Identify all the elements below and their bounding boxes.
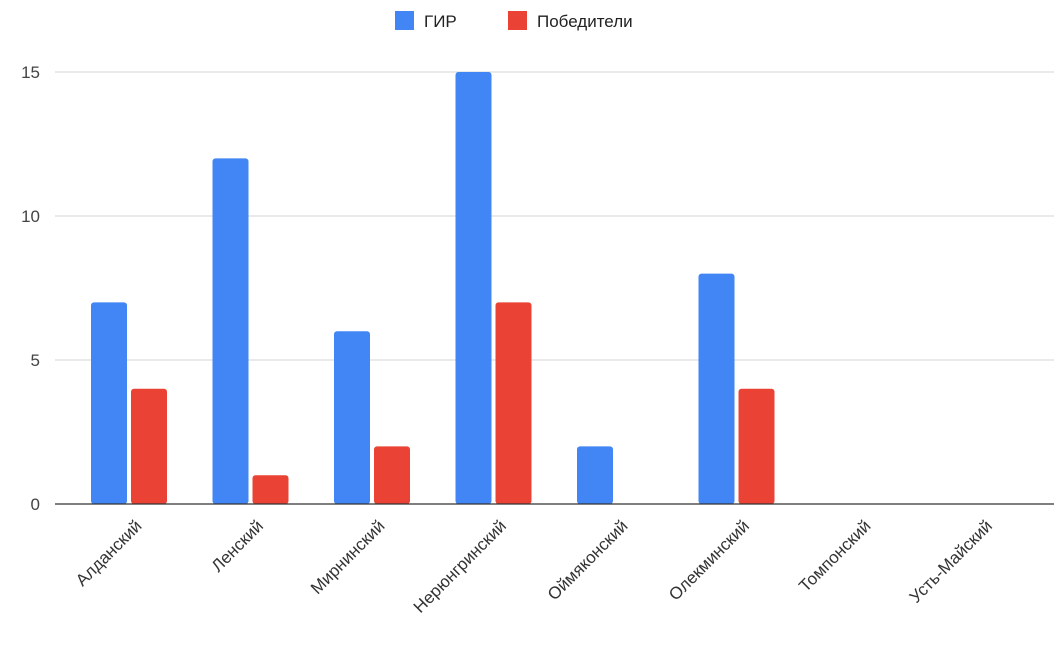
x-category-label: Оймяконский	[544, 516, 632, 604]
x-axis-labels: Алданский Ленский Мирнинский Нерюнгринский О…	[72, 516, 996, 616]
y-tick-label: 15	[21, 63, 40, 82]
x-category-label: Нерюнгринский	[410, 516, 510, 616]
bar-pobediteli[interactable]	[252, 475, 289, 504]
x-category-label: Томпонский	[795, 516, 874, 595]
x-category-label: Алданский	[72, 516, 146, 590]
bar-series	[91, 72, 775, 504]
legend-label-gir: ГИР	[424, 12, 457, 31]
legend-label-pobediteli: Победители	[537, 12, 633, 31]
bar-pobediteli[interactable]	[131, 388, 167, 504]
y-tick-label: 0	[31, 495, 40, 514]
bar-gir[interactable]	[91, 302, 127, 504]
bar-pobediteli[interactable]	[374, 446, 410, 504]
bar-gir[interactable]	[334, 331, 370, 504]
y-tick-label: 10	[21, 207, 40, 226]
bar-pobediteli[interactable]	[495, 302, 532, 504]
legend-swatch-pobediteli	[508, 11, 527, 30]
bar-pobediteli[interactable]	[738, 388, 775, 504]
y-axis-ticks: 0 5 10 15	[21, 63, 40, 514]
x-category-label: Ленский	[208, 516, 267, 575]
x-category-label: Мирнинский	[307, 516, 389, 598]
x-category-label: Олекминский	[665, 516, 753, 604]
bar-gir[interactable]	[698, 273, 735, 504]
y-tick-label: 5	[31, 351, 40, 370]
chart-legend: ГИР Победители	[395, 11, 633, 31]
gridlines	[55, 71, 1054, 361]
bar-gir[interactable]	[455, 72, 492, 504]
bar-gir[interactable]	[212, 158, 249, 504]
x-category-label: Усть-Майский	[906, 516, 996, 606]
legend-swatch-gir	[395, 11, 414, 30]
bar-gir[interactable]	[577, 446, 613, 504]
